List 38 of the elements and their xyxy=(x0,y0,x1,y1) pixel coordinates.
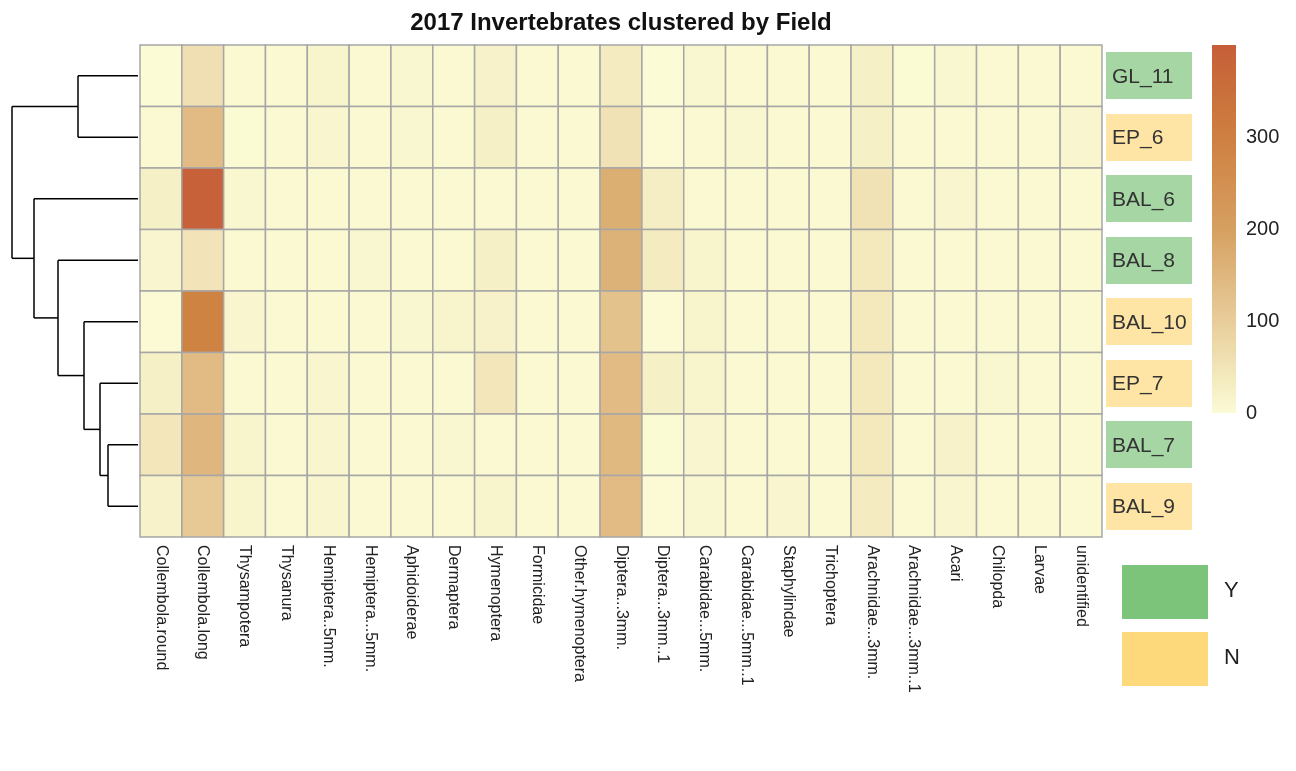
chart-title: 2017 Invertebrates clustered by Field xyxy=(409,8,833,36)
x-tick-label: Other.hymenoptera xyxy=(571,545,589,683)
color-bar-label: 100 xyxy=(1246,308,1280,331)
y-tick-label: BAL_8 xyxy=(1106,236,1192,284)
y-tick-label: BAL_9 xyxy=(1106,482,1192,530)
x-tick-label: Trichoptera xyxy=(822,545,840,626)
x-tick-label: Acari xyxy=(948,545,966,582)
text: Y xyxy=(1224,577,1239,603)
color-bar-label: 200 xyxy=(1246,216,1280,239)
x-tick-label: Larvae xyxy=(1031,545,1049,595)
x-tick-label: Diptera...3mm. xyxy=(613,545,631,650)
x-tick-label: Formicidae xyxy=(529,545,547,625)
x-tick-label: Hemiptera..5mm. xyxy=(320,545,338,668)
y-tick-label: EP_6 xyxy=(1106,113,1192,161)
x-tick-label: Carabidae...5mm. xyxy=(697,545,715,673)
x-tick-label: Hemiptera...5mm. xyxy=(362,545,380,673)
x-tick-label: Diptera...3mm..1 xyxy=(655,545,673,664)
x-tick-label: Thysanura xyxy=(278,545,296,621)
y-tick-label: BAL_6 xyxy=(1106,175,1192,223)
y-tick-label: BAL_7 xyxy=(1106,421,1192,469)
color-bar-label: 300 xyxy=(1246,124,1280,147)
y-tick-label: EP_7 xyxy=(1106,359,1192,407)
x-tick-label: Thysampotera xyxy=(237,545,255,648)
x-tick-label: Carabidae...5mm..1 xyxy=(739,545,757,686)
x-tick-label: Chilopda xyxy=(990,545,1008,609)
x-tick-label: Aphidoiderae xyxy=(404,545,422,640)
x-tick-label: Collembola.long xyxy=(195,545,213,660)
text: N xyxy=(1224,644,1240,670)
x-tick-label: Staphylindae xyxy=(780,545,798,638)
x-tick-label: Collembola.round xyxy=(153,545,171,671)
x-tick-label: Hymenoptera xyxy=(488,545,506,642)
x-tick-label: Dermaptera xyxy=(446,545,464,630)
color-bar-label: 0 xyxy=(1246,400,1258,423)
y-tick-label: GL_11 xyxy=(1106,52,1192,100)
y-tick-label: BAL_10 xyxy=(1106,298,1192,346)
x-tick-label: Arachnidae...3mm. xyxy=(864,545,882,680)
x-tick-label: Arachnidae...3mm..1 xyxy=(906,545,924,693)
x-tick-label: unidentified xyxy=(1073,545,1091,627)
